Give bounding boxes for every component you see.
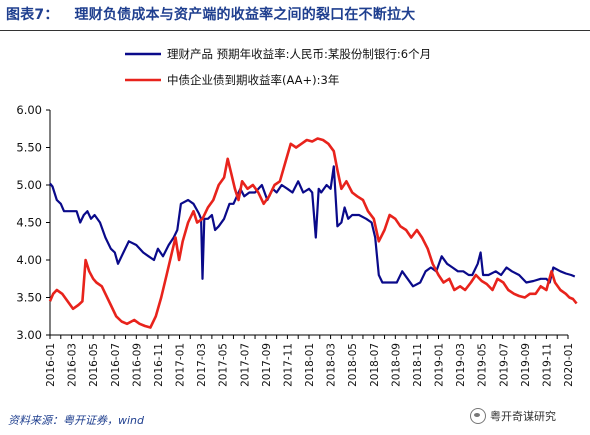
x-tick-label: 2016-09 [131, 343, 143, 387]
legend-label: 中债企业债到期收益率(AA+):3年 [167, 73, 339, 87]
wechat-icon [470, 408, 486, 424]
watermark-text: 粤开奇谋研究 [490, 410, 556, 423]
chart-axes: 3.00 3.50 4.00 4.50 5.00 5.50 6.00 2016-01 2016-… [16, 103, 575, 387]
legend-label: 理财产品 预期年收益率:人民币:某股份制银行:6个月 [167, 47, 431, 61]
x-tick-label: 2018-01 [304, 343, 316, 387]
x-tick-label: 2019-07 [498, 343, 510, 387]
x-tick-label: 2019-11 [541, 343, 553, 387]
chart-title: 图表7： 理财负债成本与资产端的收益率之间的裂口在不断拉大 [6, 4, 415, 24]
x-tick-label: 2019-01 [434, 343, 446, 387]
y-tick-label: 4.50 [16, 216, 42, 230]
x-tick-label: 2017-01 [175, 343, 187, 387]
x-tick-label: 2017-09 [261, 343, 273, 387]
x-tick-label: 2016-05 [88, 343, 100, 387]
watermark: 粤开奇谋研究 [470, 408, 556, 424]
chart-legend: 理财产品 预期年收益率:人民币:某股份制银行:6个月中债企业债到期收益率(AA+… [125, 47, 431, 87]
x-tick-label: 2018-07 [369, 343, 381, 387]
x-tick-label: 2016-03 [67, 343, 79, 387]
title-divider [0, 30, 590, 31]
x-tick-label: 2020-01 [563, 343, 575, 387]
chart-title-prefix: 图表7： [6, 7, 59, 23]
y-tick-label: 4.00 [16, 253, 42, 267]
y-tick-label: 5.00 [16, 178, 42, 192]
chart-series [48, 137, 578, 329]
x-tick-label: 2019-05 [477, 343, 489, 387]
y-tick-label: 6.00 [16, 103, 42, 117]
x-tick-label: 2016-11 [153, 343, 165, 387]
y-tick-label: 3.50 [16, 291, 42, 305]
x-tick-label: 2017-05 [218, 343, 230, 387]
x-tick-label: 2016-01 [45, 343, 57, 387]
x-tick-label: 2018-03 [326, 343, 338, 387]
x-tick-label: 2018-09 [390, 343, 402, 387]
chart-title-text: 理财负债成本与资产端的收益率之间的裂口在不断拉大 [74, 7, 416, 23]
x-tick-label: 2019-03 [455, 343, 467, 387]
x-tick-label: 2017-03 [196, 343, 208, 387]
x-tick-label: 2018-11 [412, 343, 424, 387]
y-tick-label: 3.00 [16, 328, 42, 342]
x-tick-label: 2017-07 [239, 343, 251, 387]
x-tick-label: 2017-11 [282, 343, 294, 387]
x-tick-label: 2016-07 [110, 343, 122, 387]
y-tick-label: 5.50 [16, 141, 42, 155]
series-line-wmp-yield [49, 165, 576, 288]
series-line-bond-yield [48, 137, 578, 329]
x-tick-label: 2019-09 [520, 343, 532, 387]
source-note: 资料来源：粤开证券，wind [8, 414, 145, 427]
x-tick-label: 2018-05 [347, 343, 359, 387]
